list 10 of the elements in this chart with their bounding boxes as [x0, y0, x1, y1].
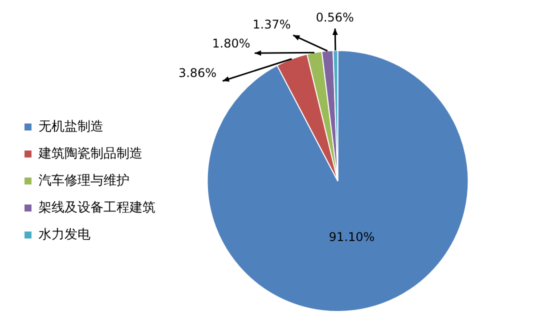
- data-label: 0.56%: [316, 10, 354, 25]
- data-label: 1.37%: [252, 18, 291, 32]
- data-label: 91.10%: [328, 230, 375, 244]
- legend-label: 汽车修理与维护: [38, 173, 130, 188]
- legend-label: 建筑陶瓷制品制造: [38, 146, 142, 162]
- data-label: 1.80%: [212, 36, 250, 51]
- data-label: 3.86%: [178, 66, 217, 80]
- legend-label: 水力发电: [38, 227, 90, 242]
- legend-label: 架线及设备工程建筑: [38, 200, 156, 216]
- legend-label: 无机盐制造: [38, 119, 104, 134]
